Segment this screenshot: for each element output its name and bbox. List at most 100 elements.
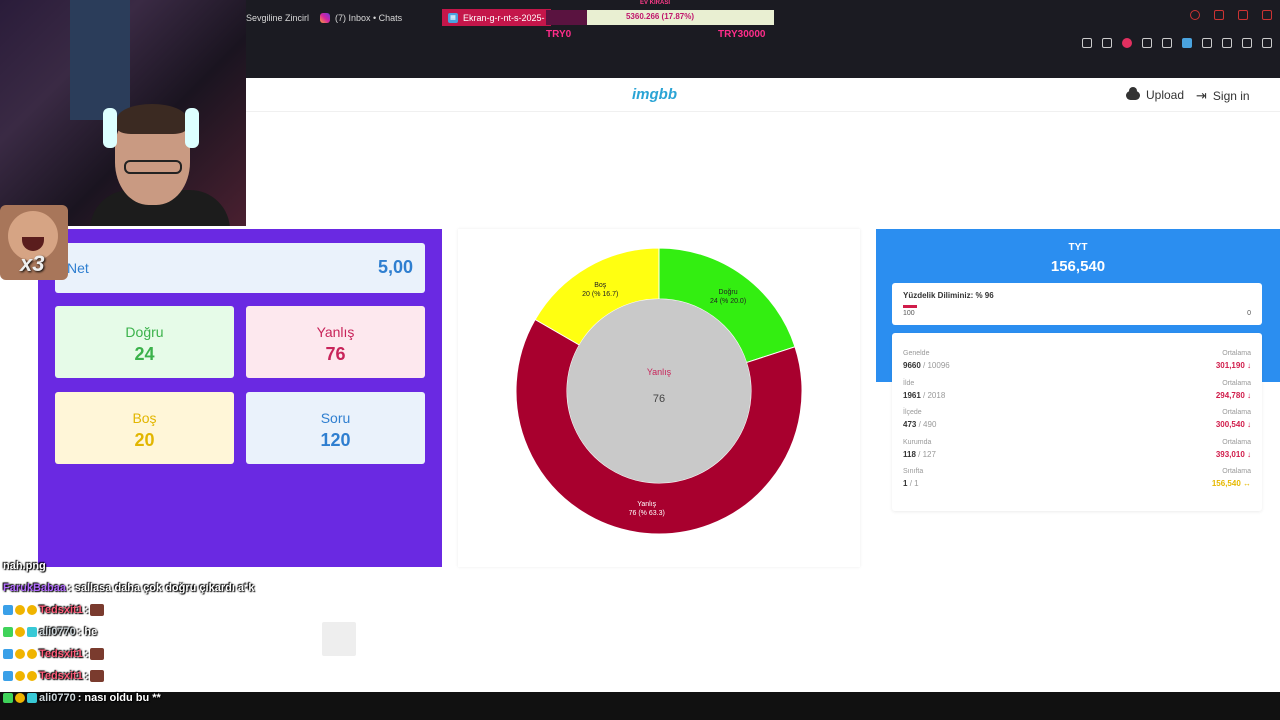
donation-title: EV KİRASI bbox=[640, 0, 671, 6]
dogru-label: Doğru bbox=[125, 324, 164, 340]
soru-value: 120 bbox=[320, 430, 351, 450]
tab-sevgiline[interactable]: Sevgiline Zincirl bbox=[246, 9, 309, 26]
avg-value: 156,540 ↔ bbox=[1211, 479, 1251, 488]
chat-text: : bbox=[84, 670, 89, 682]
imgbb-logo[interactable]: imgbb bbox=[632, 86, 677, 103]
signin-button[interactable]: ⇥ Sign in bbox=[1196, 88, 1250, 104]
rank-row: İlde 1961 / 2018 Ortalama 294,780 ↓ bbox=[903, 380, 1251, 408]
rank-row: Genelde 9660 / 10096 Ortalama 301,190 ↓ bbox=[903, 350, 1251, 378]
tab-label: Sevgiline Zincirl bbox=[246, 12, 310, 23]
chat-text: : nası oldu bu ** bbox=[77, 692, 161, 704]
shield-icon[interactable] bbox=[1122, 38, 1132, 48]
search-icon[interactable] bbox=[1190, 10, 1200, 20]
rank-position: 118 bbox=[903, 450, 916, 459]
translate-icon[interactable] bbox=[1182, 38, 1192, 48]
chart-panel: Doğru 24 (% 20.0) Yanlış 76 (% 63.3) Boş 20 (… bbox=[458, 229, 860, 567]
donation-fill bbox=[546, 10, 587, 25]
rank-position: 473 bbox=[903, 420, 917, 429]
gift-badge-icon bbox=[27, 649, 37, 659]
extensions-icon[interactable] bbox=[1202, 38, 1212, 48]
chat-text: : he bbox=[77, 626, 98, 638]
chat-line: nah.png bbox=[3, 560, 46, 572]
rank-total: / 1 bbox=[909, 479, 919, 488]
browser-toolbar bbox=[1082, 38, 1272, 48]
minimize-icon[interactable] bbox=[1214, 10, 1224, 20]
chat-overlay: nah.png FarukBabaa : sallasa daha çok do… bbox=[0, 540, 300, 720]
sub-badge-icon bbox=[27, 627, 37, 637]
sub-badge-icon bbox=[3, 605, 13, 615]
chat-line: Tedsxit1 : bbox=[3, 670, 105, 682]
stats-panel: Net 5,00 Doğru 24 Yanlış 76 Boş 20 Soru … bbox=[38, 229, 442, 567]
chat-line: Tedsxit1 : bbox=[3, 648, 105, 660]
download-icon[interactable] bbox=[1242, 38, 1252, 48]
close-icon[interactable] bbox=[1262, 10, 1272, 20]
slice-label: Doğru bbox=[719, 289, 738, 296]
percentile-scale-left: 100 bbox=[903, 310, 915, 317]
bottom-bar bbox=[0, 692, 1280, 720]
webcam-glasses bbox=[124, 160, 182, 174]
rank-position: 1961 bbox=[903, 391, 921, 400]
sub-badge-icon bbox=[3, 649, 13, 659]
center-value: 76 bbox=[653, 393, 665, 405]
laughing-emote: x3 bbox=[0, 205, 68, 280]
chat-text: nah.png bbox=[3, 560, 46, 572]
maximize-icon[interactable] bbox=[1238, 10, 1248, 20]
screenshot-icon[interactable] bbox=[1102, 38, 1112, 48]
play-icon[interactable] bbox=[1142, 38, 1152, 48]
signin-label: Sign in bbox=[1212, 89, 1250, 103]
emote-icon bbox=[90, 648, 105, 660]
pin-icon[interactable] bbox=[1082, 38, 1092, 48]
chat-user: FarukBabaa bbox=[3, 582, 66, 594]
slice-label: Boş bbox=[594, 282, 607, 289]
avg-value: 294,780 ↓ bbox=[1215, 391, 1251, 400]
soru-card: Soru 120 bbox=[246, 392, 425, 464]
emote-multiplier: x3 bbox=[20, 251, 45, 276]
slice-value-label: 24 (% 20.0) bbox=[710, 298, 746, 305]
rank-value: 1961 / 2018 bbox=[903, 391, 945, 400]
menu-icon[interactable] bbox=[1262, 38, 1272, 48]
imgbb-icon: ▦ bbox=[448, 12, 458, 23]
percentile-title: Yüzdelik Diliminiz: % 96 bbox=[903, 291, 994, 300]
upload-button[interactable]: Upload bbox=[1126, 86, 1184, 102]
rank-row: İlçede 473 / 490 Ortalama 300,540 ↓ bbox=[903, 409, 1251, 437]
net-value: 5,00 bbox=[377, 257, 413, 277]
soru-label: Soru bbox=[320, 410, 351, 426]
percentile-bar bbox=[903, 305, 917, 308]
yanlis-value: 76 bbox=[325, 344, 346, 364]
emote-icon bbox=[90, 604, 105, 616]
verified-badge-icon bbox=[3, 693, 13, 703]
chat-user: Tedsxit1 bbox=[39, 648, 83, 660]
loading-placeholder bbox=[322, 622, 356, 656]
donation-bar: 5360.266 (17.87%) bbox=[546, 10, 774, 25]
chat-user: ali0770 bbox=[39, 692, 76, 704]
net-label: Net bbox=[67, 260, 89, 276]
chat-text: : sallasa daha çok doğru çıkardı a*k bbox=[67, 582, 255, 594]
rank-position: 1 bbox=[903, 479, 908, 488]
emote-icon bbox=[90, 670, 105, 682]
tab-inbox[interactable]: (7) Inbox • Chats bbox=[320, 9, 402, 26]
rank-row: Sınıfta 1 / 1 Ortalama 156,540 ↔ bbox=[903, 468, 1251, 496]
rank-label: Sınıfta bbox=[903, 468, 924, 475]
gift-badge-icon bbox=[27, 605, 37, 615]
exam-score: 156,540 bbox=[1050, 258, 1106, 275]
rank-value: 9660 / 10096 bbox=[903, 361, 950, 370]
wallet-icon[interactable] bbox=[1222, 38, 1232, 48]
rank-label: İlde bbox=[903, 380, 915, 387]
percentile-scale-right: 0 bbox=[1247, 310, 1251, 317]
rank-value: 1 / 1 bbox=[903, 479, 919, 488]
donut-chart: Doğru 24 (% 20.0) Yanlış 76 (% 63.3) Boş 20 (… bbox=[515, 247, 803, 535]
tab-ekran-goruntusu[interactable]: ▦ Ekran-g-r-nt-s-2025- bbox=[442, 9, 551, 26]
gift-badge-icon bbox=[27, 671, 37, 681]
heart-icon[interactable] bbox=[1162, 38, 1172, 48]
webcam-shelf bbox=[70, 0, 130, 120]
sub-badge-icon bbox=[3, 671, 13, 681]
rank-total: / 10096 bbox=[923, 361, 950, 370]
rank-total: / 490 bbox=[918, 420, 937, 429]
chat-text: : bbox=[84, 604, 89, 616]
avg-label: Ortalama bbox=[1222, 409, 1251, 416]
webcam-overlay bbox=[0, 0, 246, 226]
slice-value-label: 20 (% 16.7) bbox=[582, 291, 618, 298]
ranking-card: Genelde 9660 / 10096 Ortalama 301,190 ↓ … bbox=[892, 333, 1262, 511]
webcam-hair bbox=[117, 104, 187, 134]
dogru-value: 24 bbox=[134, 344, 155, 364]
